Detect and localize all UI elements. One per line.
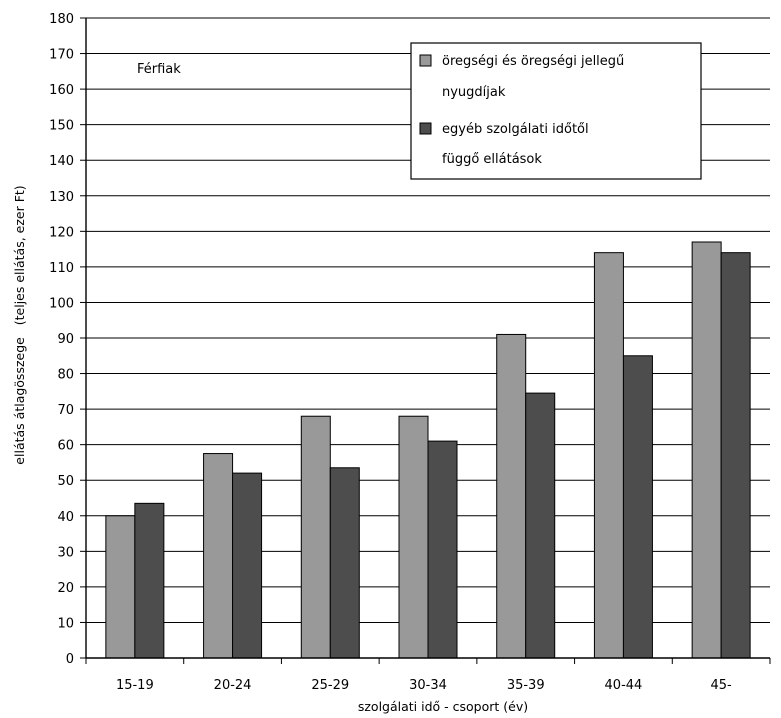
x-tick-labels: 15-19 20-24 25-29 30-34 35-39 40-44 45- (85, 658, 771, 693)
y-tick-label: 170 (49, 48, 74, 63)
y-tick-label: 160 (49, 83, 74, 98)
bar-series-2-35-39 (525, 392, 556, 659)
x-tick-label: 45- (711, 678, 733, 693)
y-tick-label: 20 (57, 581, 74, 596)
legend-swatch-series-1 (419, 54, 432, 67)
bar-series-1-20-24 (203, 453, 234, 659)
legend-label-series-1-line-1: öregségi és öregségi jellegű (442, 54, 624, 69)
y-tick-label: 40 (57, 510, 74, 525)
annotation-text: Férfiak (137, 62, 181, 77)
y-tick-label: 0 (66, 652, 74, 667)
y-tick-label: 60 (57, 439, 74, 454)
y-tick-label: 150 (49, 119, 74, 134)
bar-series-1-30-34 (398, 415, 429, 659)
y-tick-labels: 0 10 20 30 40 50 60 70 80 90 100 110 120 130 140 150 160… (49, 12, 86, 667)
x-tick-label: 35-39 (507, 678, 545, 693)
y-tick-label: 110 (49, 261, 74, 276)
bar-series-1-15-19 (105, 515, 136, 659)
bar-series-1-35-39 (496, 333, 527, 659)
bar-series-2-40-44 (622, 355, 653, 659)
bar-series-1-25-29 (300, 415, 331, 659)
y-tick-label: 180 (49, 12, 74, 27)
legend-box (410, 42, 702, 180)
bar-series-2-25-29 (329, 467, 360, 659)
y-tick-label: 120 (49, 225, 74, 240)
x-tick-label: 30-34 (409, 678, 447, 693)
bar-series-1-40-44 (593, 252, 624, 659)
y-tick-label: 130 (49, 190, 74, 205)
bars (105, 241, 751, 659)
legend-label-series-2-line-1: egyéb szolgálati időtől (442, 122, 589, 137)
y-tick-label: 50 (57, 474, 74, 489)
y-tick-label: 10 (57, 616, 74, 631)
bar-series-2-30-34 (427, 440, 458, 659)
x-tick-label: 25-29 (311, 678, 349, 693)
legend-label-series-1-line-2: nyugdíjak (442, 85, 506, 100)
x-tick-label: 20-24 (214, 678, 252, 693)
y-tick-label: 80 (57, 368, 74, 383)
bar-series-1-45- (691, 241, 722, 659)
y-axis-title: ellátás átlagösszege (teljes ellátás, ez… (12, 185, 27, 464)
y-tick-label: 70 (57, 403, 74, 418)
x-tick-label: 40-44 (605, 678, 643, 693)
bar-series-2-15-19 (134, 502, 165, 659)
legend-swatch-series-2 (419, 122, 432, 135)
bar-series-2-45- (720, 252, 751, 659)
y-tick-label: 90 (57, 332, 74, 347)
bar-series-2-20-24 (232, 472, 263, 659)
legend-label-series-2-line-2: függő ellátások (442, 152, 542, 167)
x-tick-label: 15-19 (116, 678, 154, 693)
y-tick-label: 140 (49, 154, 74, 169)
legend: öregségi és öregségi jellegű nyugdíjak e… (410, 42, 702, 180)
x-axis-title: szolgálati idő - csoport (év) (358, 699, 528, 714)
y-tick-label: 30 (57, 545, 74, 560)
y-tick-label: 100 (49, 296, 74, 311)
